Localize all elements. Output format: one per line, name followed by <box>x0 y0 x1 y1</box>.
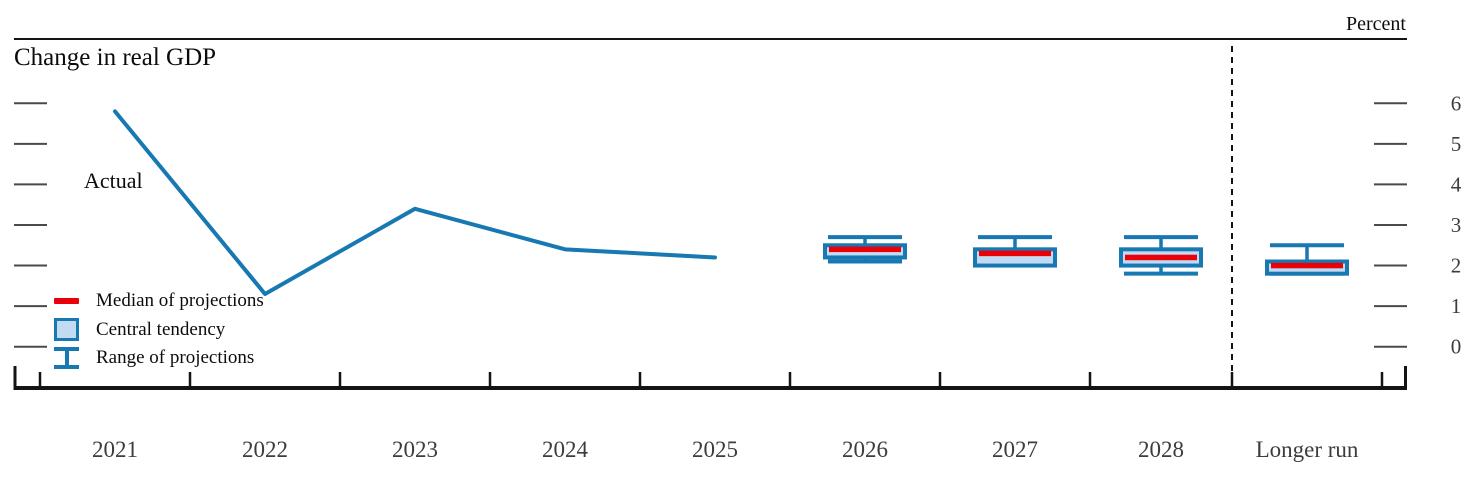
y-tick-label: 6 <box>1451 91 1462 115</box>
chart-title: Change in real GDP <box>14 44 217 71</box>
median-bar <box>1125 254 1197 261</box>
actual-series-label: Actual <box>84 168 143 193</box>
unit-label: Percent <box>1346 13 1406 35</box>
x-category-label: 2027 <box>992 437 1038 462</box>
x-category-label: 2028 <box>1138 437 1184 462</box>
legend-label: Central tendency <box>96 318 226 340</box>
legend-item-range: Range of projections <box>54 347 264 369</box>
x-category-label: 2024 <box>542 437 589 462</box>
projection-2028 <box>1119 235 1203 276</box>
projection-2026 <box>823 235 907 264</box>
x-category-label: 2025 <box>692 437 738 462</box>
x-category-label: 2021 <box>92 437 138 462</box>
central-tendency-box-icon <box>54 318 79 341</box>
y-tick-label: 4 <box>1451 172 1462 196</box>
median-bar <box>1271 262 1343 269</box>
legend-label: Range of projections <box>96 347 255 368</box>
projection-2027 <box>973 235 1057 268</box>
median-dash-icon <box>54 298 79 304</box>
y-tick-label: 2 <box>1451 254 1462 278</box>
range-whisker-icon <box>54 347 79 369</box>
y-tick-label: 3 <box>1451 213 1462 237</box>
median-bar <box>829 246 901 253</box>
projection-longer-run <box>1265 243 1349 276</box>
actual-gdp-line <box>113 109 717 296</box>
legend: Median of projections Central tendency R… <box>54 290 264 375</box>
y-tick-label: 0 <box>1451 335 1462 359</box>
x-category-label: Longer run <box>1256 437 1359 462</box>
legend-item-median: Median of projections <box>54 290 264 312</box>
y-tick-label: 5 <box>1451 132 1462 156</box>
y-tick-label: 1 <box>1451 294 1462 318</box>
legend-label: Median of projections <box>96 290 264 311</box>
median-bar <box>979 250 1051 257</box>
x-category-label: 2022 <box>242 437 288 462</box>
legend-item-central-tendency: Central tendency <box>54 318 264 341</box>
x-category-label: 2023 <box>392 437 438 462</box>
x-category-label: 2026 <box>842 437 888 462</box>
